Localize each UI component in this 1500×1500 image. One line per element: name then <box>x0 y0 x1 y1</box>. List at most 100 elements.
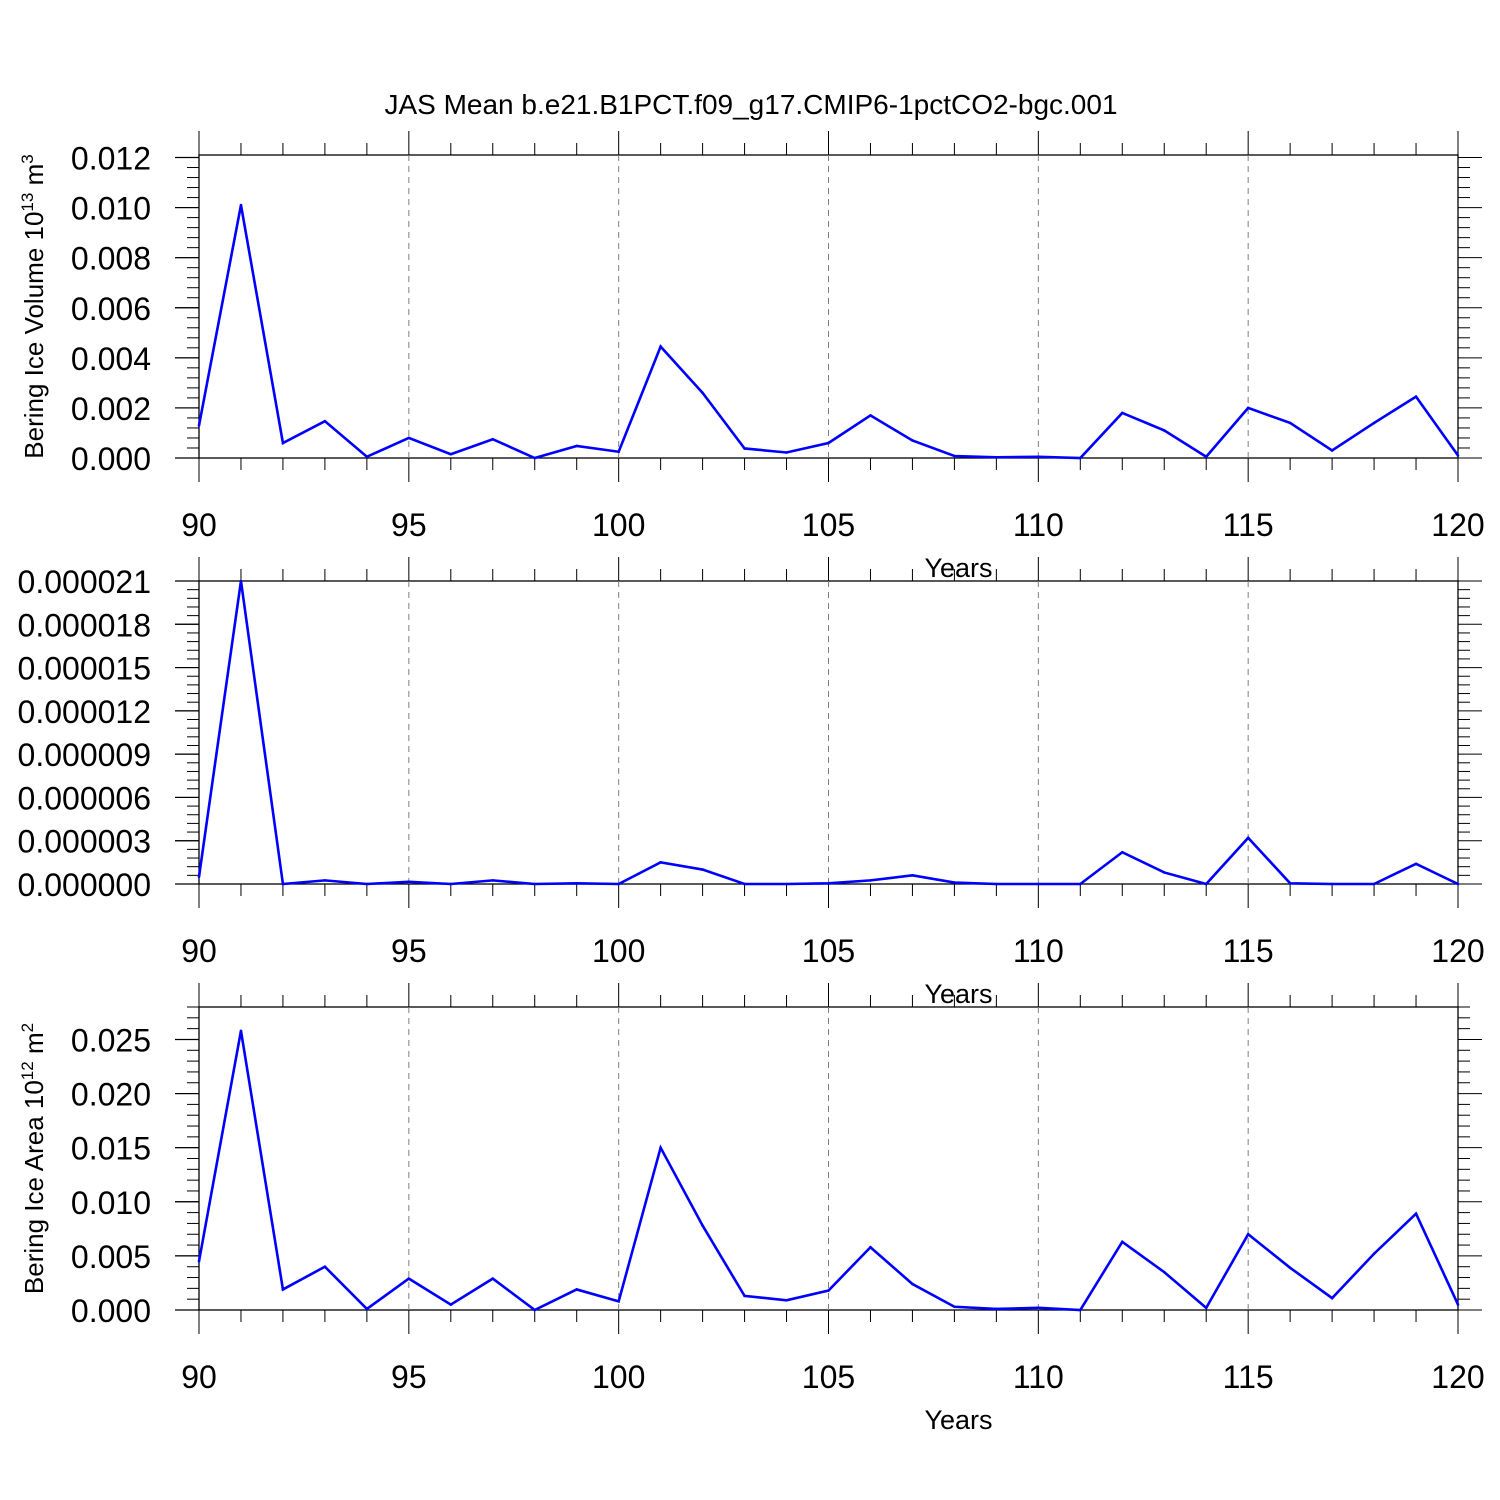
x-tick-label: 110 <box>1013 507 1064 543</box>
data-point <box>953 881 956 884</box>
y-tick-label: 0.000003 <box>18 824 151 860</box>
data-point <box>1162 871 1166 874</box>
y-tick-label: 0.010 <box>71 1185 151 1221</box>
data-point <box>281 1288 285 1291</box>
data-point <box>1414 1212 1418 1215</box>
data-point <box>953 454 956 458</box>
data-point <box>1330 449 1334 452</box>
data-point <box>1288 1266 1292 1270</box>
y-axis-label-ylabel-unit: m <box>19 1032 49 1061</box>
y-tick-label: 0.025 <box>71 1022 151 1058</box>
data-point <box>1414 395 1418 398</box>
data-point <box>1246 1232 1250 1236</box>
data-point <box>785 882 788 886</box>
y-axis-label-ylabel: Bering Ice Area 10 <box>19 1080 49 1294</box>
data-point <box>911 439 914 442</box>
data-point <box>323 879 327 882</box>
x-tick-label: 90 <box>181 507 217 543</box>
data-point <box>869 1245 872 1249</box>
x-tick-label: 90 <box>181 1359 217 1395</box>
data-point <box>1037 882 1040 886</box>
data-point <box>1330 1296 1334 1300</box>
chart-panel-1: 90 95 100 105 110 115 120 Years 0.000 0.002 0.004 0… <box>18 131 1485 583</box>
data-point <box>407 1277 411 1280</box>
data-point <box>1079 1308 1082 1312</box>
y-tick-label: 0.012 <box>71 141 151 177</box>
data-point <box>491 1277 495 1280</box>
data-point <box>785 451 788 454</box>
data-point <box>1204 1306 1208 1310</box>
x-axis-label: Years <box>924 553 992 583</box>
data-point <box>533 1308 537 1312</box>
data-point <box>617 1300 620 1303</box>
y-axis-label-ylabel-exponent: 13 <box>18 193 37 212</box>
data-point <box>365 1307 369 1311</box>
data-point <box>1037 1306 1040 1310</box>
y-tick-label: 0.000009 <box>18 737 151 773</box>
chart-panel-3: 90 95 100 105 110 115 120 Years 0.000 0.005 0.010 0… <box>18 983 1485 1435</box>
x-axis-label: Years <box>924 1405 992 1435</box>
y-tick-label: 0.010 <box>71 191 151 227</box>
y-tick-label: 0.000000 <box>18 867 151 903</box>
y-tick-label: 0.000 <box>71 441 151 477</box>
data-point <box>491 879 495 882</box>
data-point <box>239 579 243 583</box>
y-tick-label: 0.000012 <box>18 694 151 730</box>
y-tick-label: 0.005 <box>71 1239 151 1275</box>
data-point <box>1079 882 1082 886</box>
data-point <box>1288 421 1292 425</box>
data-point <box>1120 1240 1124 1244</box>
y-tick-label: 0.000006 <box>18 780 151 816</box>
data-point <box>785 1298 788 1302</box>
x-tick-label: 115 <box>1223 1359 1274 1395</box>
data-point <box>1120 411 1124 415</box>
data-point <box>575 1288 578 1291</box>
data-point <box>407 436 411 440</box>
x-tick-label: 120 <box>1431 1359 1484 1395</box>
y-axis-label-ylabel-exponent: 12 <box>18 1061 37 1080</box>
data-point <box>701 868 704 871</box>
data-point <box>1288 881 1292 885</box>
data-point <box>1372 882 1376 886</box>
panels: 90 95 100 105 110 115 120 Years 0.000 0.002 0.004 0… <box>18 131 1485 1435</box>
y-tick-label: 0.006 <box>71 291 151 327</box>
data-point <box>323 419 327 423</box>
data-point <box>953 1305 956 1309</box>
data-point <box>995 882 998 886</box>
data-point <box>365 455 369 459</box>
x-tick-label: 90 <box>181 933 217 969</box>
data-point <box>659 345 662 348</box>
data-point <box>701 1224 704 1227</box>
y-tick-label: 0.000018 <box>18 607 151 643</box>
data-point <box>1456 454 1460 457</box>
x-tick-label: 110 <box>1013 1359 1064 1395</box>
data-point <box>1372 421 1376 425</box>
data-point <box>323 1265 327 1269</box>
data-point <box>491 437 495 441</box>
x-tick-label: 110 <box>1013 933 1064 969</box>
data-point <box>575 444 578 448</box>
data-point <box>743 447 746 450</box>
x-tick-label: 105 <box>802 933 855 969</box>
y-tick-label: 0.000021 <box>18 564 151 600</box>
data-point <box>197 424 201 427</box>
data-point <box>869 414 872 417</box>
y-tick-label: 0.002 <box>71 391 151 427</box>
data-point <box>659 1146 662 1149</box>
data-point <box>827 881 830 885</box>
y-axis-label-ylabel-unit: m <box>19 164 49 193</box>
y-axis-label-ylabel-unit-exponent: 3 <box>18 154 37 163</box>
data-point <box>533 882 537 886</box>
data-point <box>1120 850 1124 854</box>
y-axis-label-ylabel: Bering Ice Volume 10 <box>19 212 49 459</box>
data-point <box>197 1260 201 1263</box>
data-point <box>659 861 662 864</box>
x-tick-label: 95 <box>391 933 427 969</box>
data-point <box>617 450 620 454</box>
data-point <box>1204 882 1208 886</box>
x-tick-label: 105 <box>802 1359 855 1395</box>
data-point <box>827 1289 830 1292</box>
data-point <box>743 1294 746 1298</box>
data-point <box>1204 455 1208 459</box>
